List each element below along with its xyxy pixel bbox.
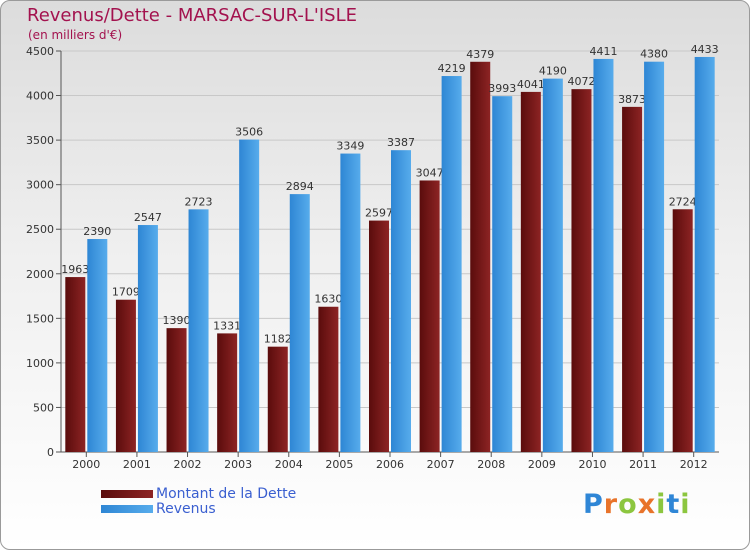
y-tick-label: 500 <box>33 401 54 414</box>
x-tick-label: 2006 <box>376 458 404 471</box>
data-label-dette: 1390 <box>163 314 191 327</box>
data-label-revenus: 3387 <box>387 136 415 149</box>
data-label-revenus: 2894 <box>286 180 314 193</box>
data-label-revenus: 4433 <box>691 43 719 56</box>
bar-dette <box>622 106 643 452</box>
data-label-dette: 4041 <box>517 78 545 91</box>
x-tick-label: 2000 <box>72 458 100 471</box>
bar-dette <box>672 209 693 452</box>
logo-letter: i <box>656 489 667 520</box>
logo-letter: i <box>680 489 691 520</box>
x-tick-label: 2002 <box>174 458 202 471</box>
bar-revenus <box>644 61 665 453</box>
legend-label-dette: Montant de la Dette <box>156 486 297 502</box>
data-label-dette: 1331 <box>213 319 241 332</box>
data-label-revenus: 4411 <box>589 45 617 58</box>
y-tick-label: 1500 <box>26 312 54 325</box>
data-label-dette: 1630 <box>314 293 342 306</box>
bar-dette <box>520 91 541 452</box>
bar-dette <box>318 306 339 452</box>
logo-letter: r <box>603 489 619 520</box>
data-label-dette: 3047 <box>416 166 444 179</box>
y-tick-label: 2500 <box>26 223 54 236</box>
data-label-dette: 1182 <box>264 333 292 346</box>
x-tick-label: 2011 <box>629 458 657 471</box>
data-label-dette: 2597 <box>365 207 393 220</box>
chart-subtitle: (en milliers d'€) <box>28 28 123 42</box>
data-label-revenus: 4190 <box>539 65 567 78</box>
y-tick-label: 2000 <box>26 268 54 281</box>
proxiti-logo: Proxiti <box>583 489 691 520</box>
logo-letter: t <box>666 489 681 520</box>
data-label-dette: 4379 <box>466 48 494 61</box>
bar-revenus <box>340 153 361 452</box>
legend-label-revenus: Revenus <box>156 501 216 517</box>
data-label-revenus: 2547 <box>134 211 162 224</box>
y-tick-label: 1000 <box>26 357 54 370</box>
data-label-revenus: 4219 <box>438 62 466 75</box>
data-label-revenus: 3993 <box>488 82 516 95</box>
x-tick-label: 2012 <box>680 458 708 471</box>
bar-revenus <box>239 139 260 452</box>
x-tick-label: 2007 <box>427 458 455 471</box>
bar-revenus <box>391 150 411 452</box>
chart-title: Revenus/Dette - MARSAC-SUR-L'ISLE <box>27 5 357 26</box>
data-label-revenus: 4380 <box>640 48 668 61</box>
bar-dette <box>419 180 440 452</box>
y-tick-label: 0 <box>47 446 54 459</box>
bar-dette <box>369 220 389 452</box>
logo-letter: x <box>637 489 657 520</box>
logo-letter: P <box>583 489 604 520</box>
bar-revenus <box>694 56 715 452</box>
bar-revenus <box>441 76 462 452</box>
bar-revenus <box>87 239 108 452</box>
data-label-revenus: 3349 <box>336 140 364 153</box>
bar-dette <box>217 333 238 452</box>
y-tick-label: 3000 <box>26 179 54 192</box>
x-tick-label: 2009 <box>528 458 556 471</box>
data-label-dette: 2724 <box>669 195 697 208</box>
bar-dette <box>65 277 86 452</box>
legend-swatch-revenus <box>101 505 153 513</box>
bar-dette <box>470 61 491 453</box>
bar-dette <box>115 299 136 452</box>
x-tick-label: 2001 <box>123 458 151 471</box>
data-label-revenus: 3506 <box>235 126 263 139</box>
bar-revenus <box>593 58 614 453</box>
bar-revenus <box>542 78 563 452</box>
data-label-dette: 1963 <box>61 263 89 276</box>
x-tick-label: 2005 <box>325 458 353 471</box>
x-tick-label: 2008 <box>477 458 505 471</box>
bar-dette <box>166 328 187 452</box>
data-label-dette: 1709 <box>112 286 140 299</box>
data-label-revenus: 2723 <box>185 195 213 208</box>
x-tick-label: 2003 <box>224 458 252 471</box>
bar-revenus <box>188 209 209 452</box>
y-tick-label: 4000 <box>26 90 54 103</box>
y-tick-label: 3500 <box>26 134 54 147</box>
bar-revenus <box>492 96 513 453</box>
data-label-dette: 3873 <box>618 93 646 106</box>
bar-revenus <box>289 194 310 453</box>
bar-dette <box>571 89 592 452</box>
logo-letter: o <box>618 489 638 520</box>
bar-dette <box>267 346 288 452</box>
data-label-revenus: 2390 <box>83 225 111 238</box>
bar-revenus <box>137 225 158 452</box>
legend-swatch-dette <box>101 490 153 498</box>
data-label-dette: 4072 <box>567 75 595 88</box>
x-tick-label: 2010 <box>578 458 606 471</box>
y-tick-label: 4500 <box>26 45 54 58</box>
x-tick-label: 2004 <box>275 458 303 471</box>
